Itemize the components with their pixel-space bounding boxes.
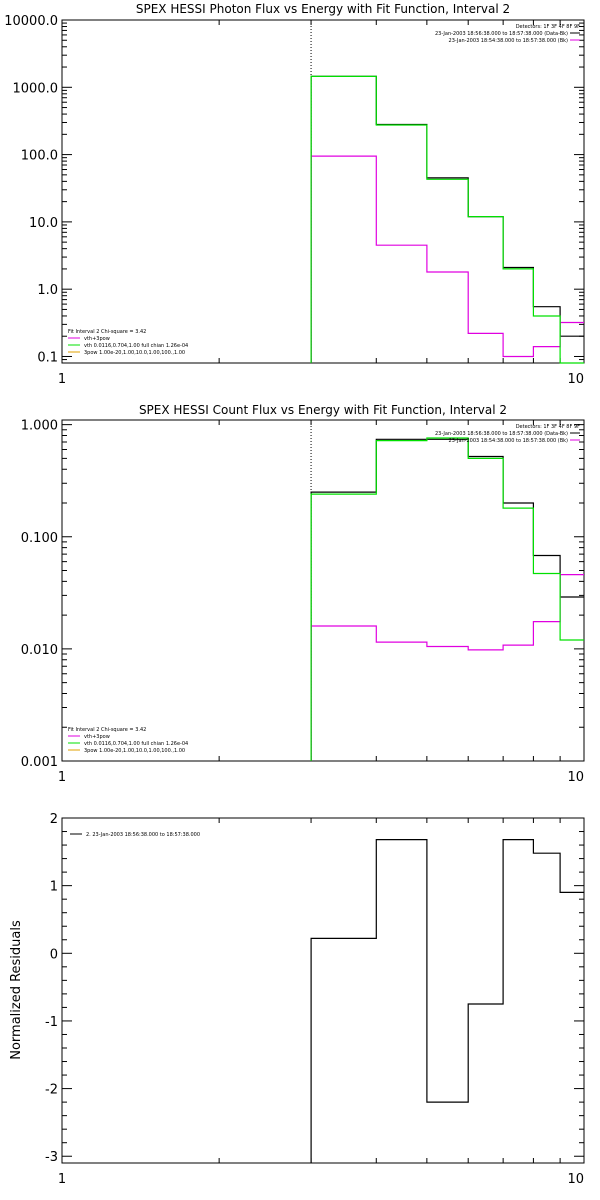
- residuals-panel: Normalized Residuals 1 10 -3 -2 -1 0 1 2 2. 23-…: [9, 812, 585, 1187]
- legend-header: Detectors: 1F 3F 4F 8F 9F: [516, 424, 580, 430]
- y-tick-label: -3: [45, 1150, 58, 1165]
- x-tick-label: 10: [567, 1172, 584, 1187]
- x-tick-label: 1: [58, 1172, 66, 1187]
- y-tick-label: 0: [50, 947, 58, 962]
- legend-bottom-left: Fit Interval 2 Chi-square = 3.42vth+3pow…: [68, 329, 188, 356]
- y-tick-label: 0.100: [21, 531, 58, 546]
- legend-entry: 2. 23-Jan-2003 18:56:38.000 to 18:57:38.…: [86, 832, 200, 838]
- x-tick-label: 10: [567, 372, 584, 387]
- series-line: [310, 75, 584, 363]
- y-tick-label: 0.001: [21, 755, 58, 770]
- series-line: [310, 438, 584, 761]
- panel-title: SPEX HESSI Photon Flux vs Energy with Fi…: [136, 2, 510, 16]
- panel-title: SPEX HESSI Count Flux vs Energy with Fit…: [139, 403, 507, 417]
- series-group: [310, 839, 584, 1163]
- y-tick-label: 10.0: [29, 216, 58, 231]
- axis-ticks: 1 10 -3 -2 -1 0 1 2: [45, 812, 585, 1187]
- series-line: [310, 574, 584, 761]
- series-line: [310, 437, 584, 761]
- count-flux-panel: SPEX HESSI Count Flux vs Energy with Fit…: [21, 403, 585, 785]
- x-tick-label: 1: [58, 770, 66, 785]
- legend-entry: 23-Jan-2003 18:56:38.000 to 18:57:38.000…: [435, 431, 568, 437]
- x-tick-label: 1: [58, 372, 66, 387]
- legend-header: Fit Interval 2 Chi-square = 3.42: [68, 727, 146, 733]
- legend-bottom-left: Fit Interval 2 Chi-square = 3.42vth+3pow…: [68, 727, 188, 754]
- legend-entry: 3pow 1.00e-20,1.00,10.0,1.00,100.,1.00: [84, 350, 185, 356]
- y-tick-label: 10000.0: [4, 14, 58, 29]
- plot-frame: [61, 419, 585, 762]
- legend-top-left: 2. 23-Jan-2003 18:56:38.000 to 18:57:38.…: [70, 832, 200, 838]
- y-tick-label: 0.1: [37, 350, 58, 365]
- y-tick-label: 100.0: [21, 149, 58, 164]
- y-tick-label: 1.0: [37, 283, 58, 298]
- legend-entry: 23-Jan-2003 18:54:38.000 to 18:57:38.000…: [449, 38, 569, 44]
- legend-entry: 23-Jan-2003 18:54:38.000 to 18:57:38.000…: [449, 438, 569, 444]
- y-tick-label: -1: [45, 1015, 58, 1030]
- y-axis-label: Normalized Residuals: [9, 920, 24, 1060]
- plot-frame: [61, 19, 585, 364]
- axis-ticks: 1 10 0.1 1.0 10.0 100.0 1000.0 10000.0: [4, 14, 585, 387]
- series-line: [310, 75, 584, 364]
- x-tick-label: 10: [567, 770, 584, 785]
- series-group: [310, 20, 584, 364]
- legend-entry: vth+3pow: [84, 336, 110, 342]
- legend-entry: vth 0.0116,0.704,1.00 full chian 1.26e-0…: [84, 343, 188, 349]
- y-tick-label: -2: [45, 1083, 58, 1098]
- legend-entry: 3pow 1.00e-20,1.00,10.0,1.00,100.,1.00: [84, 748, 185, 754]
- photon-flux-panel: SPEX HESSI Photon Flux vs Energy with Fi…: [4, 2, 585, 387]
- y-tick-label: 1: [50, 880, 58, 895]
- legend-header: Detectors: 1F 3F 4F 8F 9F: [516, 24, 580, 30]
- y-tick-label: 1000.0: [13, 81, 59, 96]
- legend-header: Fit Interval 2 Chi-square = 3.42: [68, 329, 146, 335]
- series-line: [310, 839, 584, 1163]
- series-group: [310, 420, 584, 761]
- legend-entry: 23-Jan-2003 18:56:38.000 to 18:57:38.000…: [435, 31, 568, 37]
- y-tick-label: 0.010: [21, 643, 58, 658]
- plot-frame: [61, 817, 585, 1164]
- axis-ticks: 1 10 0.001 0.010 0.100 1.000: [21, 419, 585, 785]
- y-tick-label: 2: [50, 812, 58, 827]
- legend-entry: vth+3pow: [84, 734, 110, 740]
- series-line: [310, 155, 584, 363]
- legend-entry: vth 0.0116,0.704,1.00 full chian 1.26e-0…: [84, 741, 188, 747]
- y-tick-label: 1.000: [21, 419, 58, 434]
